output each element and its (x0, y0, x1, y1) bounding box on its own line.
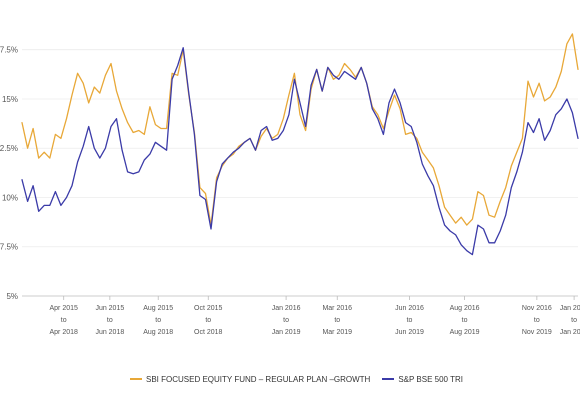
legend-label-fund: SBI FOCUSED EQUITY FUND – REGULAR PLAN –… (146, 374, 371, 384)
y-tick-label: 17.5% (0, 46, 18, 55)
y-tick-label: 7.5% (0, 243, 18, 252)
y-tick-label: 12.5% (0, 144, 18, 153)
series-line-index (21, 47, 579, 256)
y-tick-label: 15% (2, 95, 18, 104)
x-axis: Apr 2015 to Apr 2018 Jun 2015 to Jun 2018 Aug … (49, 296, 580, 336)
legend-item-index: S&P BSE 500 TRI (382, 375, 463, 384)
y-tick-label: 10% (2, 193, 18, 202)
x-tick-label: Aug 2015 to Aug 2018 (143, 305, 173, 336)
x-tick-label: Jan 2016 to Jan 2019 (272, 305, 301, 336)
x-tick-label: Nov 2016 to Nov 2019 (522, 305, 552, 336)
legend-label-index: S&P BSE 500 TRI (398, 374, 463, 384)
legend: SBI FOCUSED EQUITY FUND – REGULAR PLAN –… (130, 370, 570, 388)
x-tick-label: Jan 2017toJan 2020 (560, 305, 580, 336)
x-tick-label: Apr 2015 to Apr 2018 (49, 305, 78, 336)
series-lines (21, 33, 579, 256)
legend-swatch-index (382, 378, 395, 380)
legend-swatch-fund (130, 378, 142, 380)
y-axis: 5% 7.5% 10% 12.5% 15% 17.5% (0, 46, 18, 301)
x-tick-label: Jun 2015 to Jun 2018 (95, 305, 124, 336)
legend-item-fund: SBI FOCUSED EQUITY FUND – REGULAR PLAN –… (130, 375, 370, 384)
gridlines (22, 49, 578, 248)
x-tick-label: Jun 2016 to Jun 2019 (395, 305, 424, 336)
y-tick-label: 5% (6, 292, 18, 301)
series-line-fund (21, 33, 579, 226)
x-tick-label: Aug 2016 to Aug 2019 (450, 305, 480, 336)
x-tick-label: Mar 2016 to Mar 2019 (322, 305, 352, 336)
x-tick-label: Oct 2015 to Oct 2018 (194, 305, 223, 336)
